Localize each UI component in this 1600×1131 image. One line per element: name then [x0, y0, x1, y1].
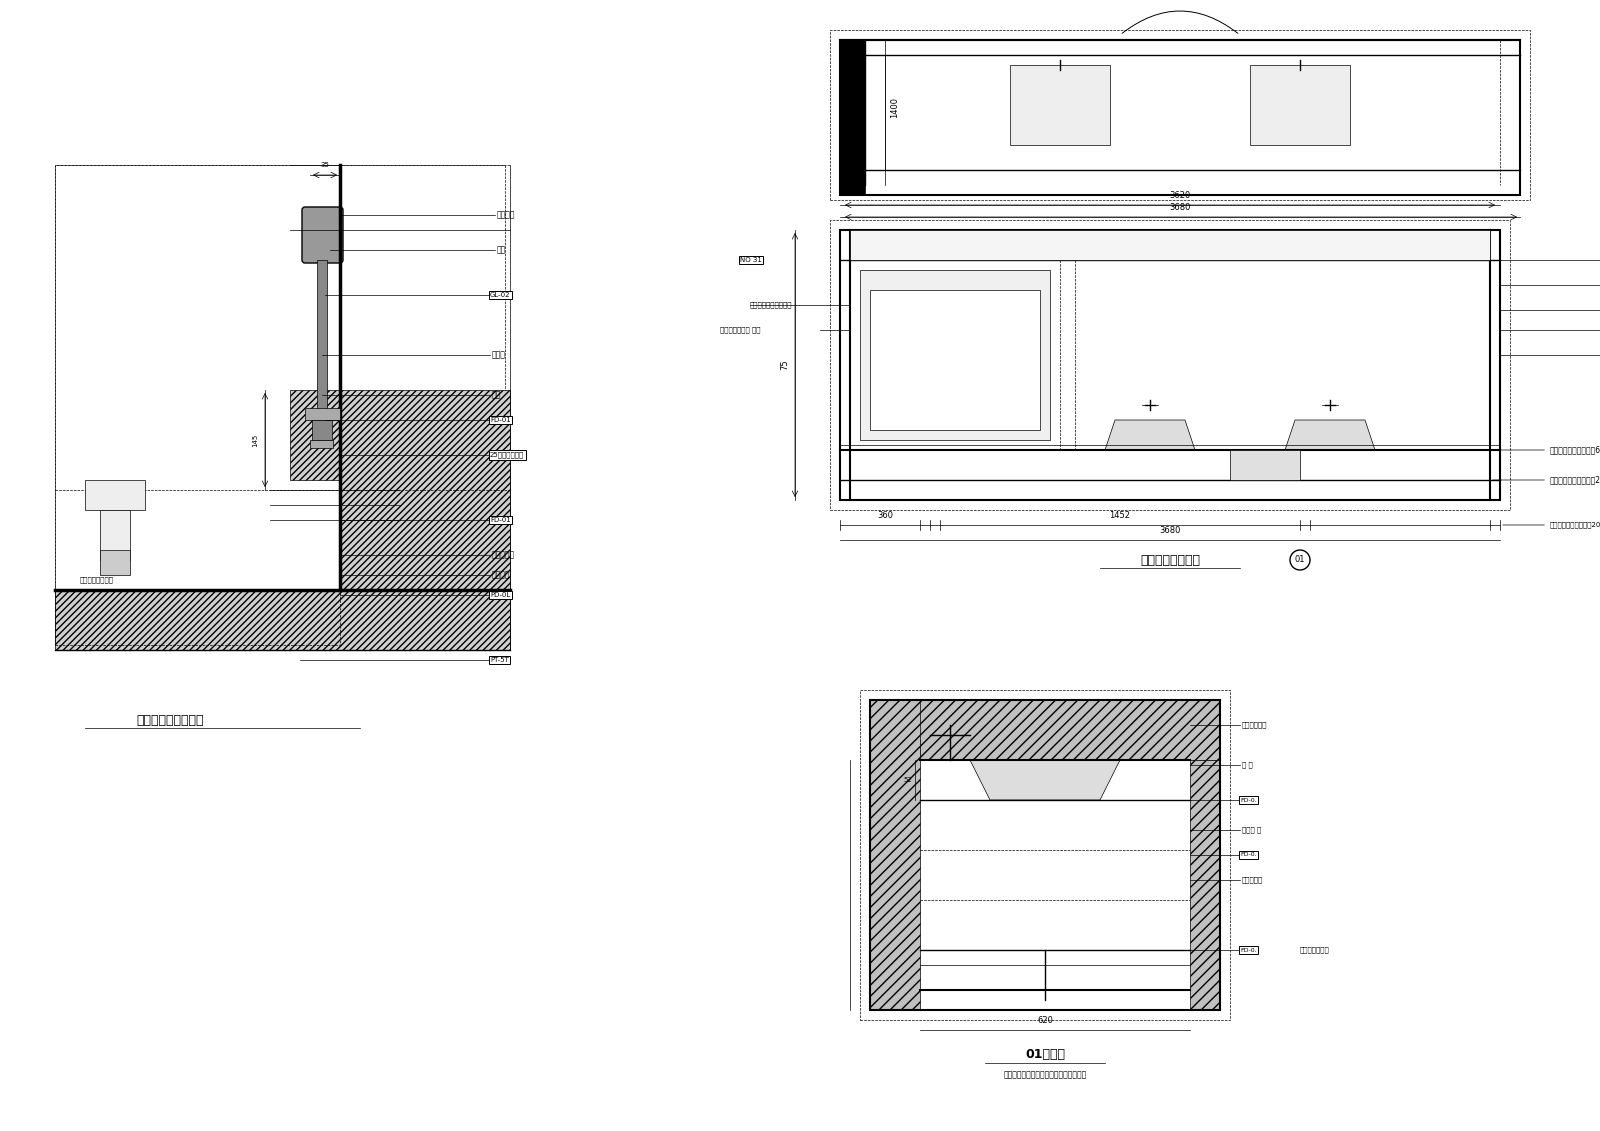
Text: 水泥砂浆层: 水泥砂浆层 [493, 551, 515, 560]
Text: 3680: 3680 [1170, 202, 1190, 211]
Text: FD-01: FD-01 [490, 517, 510, 523]
Bar [1250, 64, 1350, 145]
Text: 3620: 3620 [1170, 191, 1190, 200]
Bar [306, 408, 339, 420]
Bar [317, 260, 326, 411]
Text: 公分桥板次: 公分桥板次 [1242, 877, 1264, 883]
Text: 垫片: 垫片 [493, 390, 501, 399]
Text: FD-0.: FD-0. [1240, 948, 1256, 952]
Bar [54, 165, 339, 645]
Bar [861, 270, 1050, 440]
Text: PD-0L: PD-0L [490, 592, 510, 598]
Text: 布围固定在柱子上表层: 布围固定在柱子上表层 [750, 302, 792, 309]
Text: 主卫洗手台立面图: 主卫洗手台立面图 [1139, 553, 1200, 567]
Bar [85, 480, 146, 510]
Text: 台 洗: 台 洗 [1242, 761, 1253, 768]
Polygon shape [870, 700, 1221, 760]
Text: GL-02: GL-02 [490, 292, 510, 297]
Bar [99, 550, 130, 575]
Text: 原建筑架: 原建筑架 [493, 570, 510, 579]
Bar [850, 260, 1059, 450]
Text: 西防水简容击来: 西防水简容击来 [1299, 947, 1330, 953]
Bar [840, 40, 1520, 195]
Bar [312, 420, 333, 440]
Text: 上举行预示台此尺寸为600以: 上举行预示台此尺寸为600以 [1493, 446, 1600, 455]
Polygon shape [1285, 420, 1374, 450]
Bar [1230, 450, 1299, 480]
Text: 筋调可以多倒向度: 筋调可以多倒向度 [80, 577, 114, 584]
Text: 1452: 1452 [1109, 511, 1131, 520]
Text: 35: 35 [320, 162, 330, 169]
Polygon shape [870, 700, 920, 1010]
Bar [840, 230, 1501, 500]
Text: 25厚夹心板基垫: 25厚夹心板基垫 [490, 451, 525, 458]
Polygon shape [1106, 420, 1195, 450]
Text: FD-0.: FD-0. [1240, 853, 1256, 857]
Text: 实木扶手: 实木扶手 [498, 210, 515, 219]
Bar [870, 290, 1040, 430]
Polygon shape [1190, 760, 1221, 1010]
Bar [1010, 64, 1110, 145]
Bar [310, 440, 333, 448]
Bar [870, 700, 1221, 1010]
Text: 01剖面图: 01剖面图 [1026, 1048, 1066, 1062]
Text: PT-5T: PT-5T [490, 657, 509, 663]
Text: 墙面乳水名次: 墙面乳水名次 [1242, 722, 1267, 728]
Bar [99, 510, 130, 560]
Text: 3680: 3680 [1160, 526, 1181, 535]
Text: 注：一厅来此多版，原节出示门台撤让。: 注：一厅来此多版，原节出示门台撤让。 [1003, 1071, 1086, 1079]
FancyBboxPatch shape [302, 207, 342, 264]
Bar [840, 40, 866, 195]
Text: 360: 360 [877, 511, 893, 520]
Text: 75: 75 [781, 360, 789, 370]
Bar [54, 165, 506, 645]
Text: 厚客上起示台此尺寸为200mm: 厚客上起示台此尺寸为200mm [1493, 475, 1600, 484]
Text: NO 31: NO 31 [739, 257, 762, 264]
Bar [861, 690, 1230, 1020]
Text: 1400: 1400 [890, 96, 899, 118]
Text: 镜背钻 刀: 镜背钻 刀 [1242, 827, 1261, 834]
Text: 52: 52 [904, 777, 912, 783]
Text: 弯管段: 弯管段 [493, 351, 506, 360]
Text: 01: 01 [1294, 555, 1306, 564]
Text: FD-01: FD-01 [490, 417, 510, 423]
Text: FD-0.: FD-0. [1240, 797, 1256, 803]
Bar [850, 230, 1490, 260]
Text: 厚客上起示台此尺寸为200mm: 厚客上起示台此尺寸为200mm [1502, 521, 1600, 528]
Text: 厂装折分为浴柜 收盒: 厂装折分为浴柜 收盒 [720, 327, 760, 334]
Text: 145: 145 [253, 433, 258, 447]
Bar [830, 31, 1530, 200]
Polygon shape [970, 760, 1120, 800]
Text: 620: 620 [1037, 1016, 1053, 1025]
Text: 楼梯扶手基座大样图: 楼梯扶手基座大样图 [136, 714, 203, 726]
Polygon shape [290, 390, 510, 650]
Bar [830, 221, 1510, 510]
Text: 垫片: 垫片 [498, 245, 506, 254]
Polygon shape [54, 590, 510, 650]
